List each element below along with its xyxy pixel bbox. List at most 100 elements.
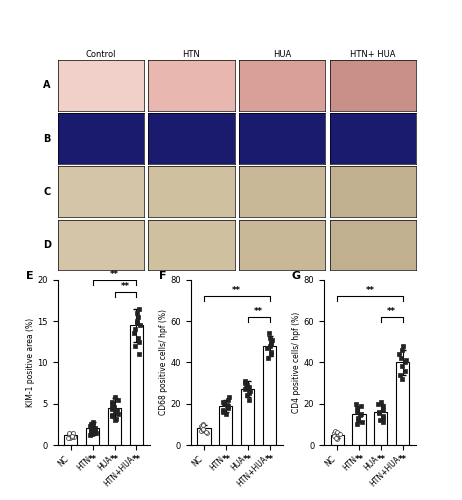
Text: **: ** (377, 455, 385, 464)
Point (333, 430, 340, 438)
Point (268, 336, 276, 344)
Point (198, 426, 205, 434)
Point (225, 394, 233, 402)
Point (111, 416, 119, 424)
Point (109, 402, 117, 409)
Point (357, 410, 365, 418)
Point (334, 430, 342, 438)
Point (136, 321, 143, 329)
Point (91, 426, 98, 434)
Point (88, 430, 95, 438)
Point (267, 340, 275, 348)
Point (199, 422, 207, 430)
Point (87, 424, 95, 432)
Point (108, 404, 115, 412)
Point (133, 309, 140, 317)
Point (241, 379, 249, 387)
Point (265, 354, 272, 362)
Point (69, 432, 76, 440)
Text: **: ** (221, 455, 231, 464)
Y-axis label: KIM-1 positive area (%): KIM-1 positive area (%) (26, 318, 35, 407)
Point (86, 431, 93, 439)
Text: E: E (25, 272, 33, 281)
Bar (263, 346, 276, 445)
Point (399, 342, 407, 350)
Point (108, 398, 116, 406)
Point (70, 432, 78, 440)
Text: **: ** (254, 307, 263, 316)
Point (222, 410, 230, 418)
Text: **: ** (88, 455, 97, 464)
Text: **: ** (365, 286, 374, 296)
Point (134, 334, 141, 342)
Y-axis label: CD68 positive cells/ hpf (%): CD68 positive cells/ hpf (%) (159, 310, 168, 416)
Text: G: G (292, 272, 301, 281)
Text: **: ** (265, 455, 274, 464)
Y-axis label: A: A (43, 80, 50, 90)
Title: HTN+ HUA: HTN+ HUA (350, 50, 395, 59)
Point (380, 406, 387, 414)
Point (219, 408, 226, 416)
Point (135, 338, 143, 345)
Point (70, 428, 77, 436)
Point (357, 402, 365, 409)
Point (111, 393, 118, 401)
Point (88, 424, 95, 432)
Point (112, 408, 119, 416)
Text: **: ** (110, 270, 119, 279)
Point (243, 381, 250, 389)
Point (375, 408, 383, 416)
Point (110, 403, 118, 411)
Point (353, 404, 361, 412)
Point (65, 430, 73, 438)
Title: HUA: HUA (273, 50, 291, 59)
Point (224, 404, 231, 412)
Point (65, 430, 73, 438)
Point (202, 428, 210, 436)
Text: **: ** (243, 455, 252, 464)
Text: **: ** (232, 286, 241, 296)
Bar (241, 389, 254, 445)
Point (334, 428, 341, 436)
Point (334, 435, 341, 443)
Point (87, 426, 94, 434)
Point (68, 432, 76, 440)
Y-axis label: B: B (43, 134, 50, 143)
Point (243, 384, 250, 392)
Point (377, 398, 385, 406)
Point (267, 350, 275, 358)
Point (220, 406, 227, 414)
Text: **: ** (354, 455, 364, 464)
Y-axis label: CD4 positive cells/ hpf (%): CD4 positive cells/ hpf (%) (292, 312, 301, 413)
Point (109, 404, 116, 412)
Point (87, 423, 94, 431)
Y-axis label: C: C (43, 187, 50, 197)
Text: F: F (159, 272, 166, 281)
Point (397, 354, 405, 362)
Point (246, 390, 253, 398)
Point (243, 392, 250, 400)
Point (220, 400, 228, 407)
Point (224, 400, 231, 408)
Text: **: ** (398, 455, 407, 464)
Point (401, 366, 408, 374)
Point (402, 356, 409, 364)
Point (380, 402, 387, 409)
Point (355, 416, 362, 424)
Point (108, 400, 116, 407)
Text: **: ** (387, 307, 396, 316)
Bar (64, 435, 78, 445)
Text: **: ** (110, 455, 119, 464)
Y-axis label: D: D (43, 240, 51, 250)
Point (336, 430, 343, 438)
Point (131, 342, 139, 350)
Point (67, 434, 74, 442)
Point (87, 422, 94, 430)
Point (199, 424, 206, 432)
Point (245, 396, 253, 404)
Point (219, 398, 227, 406)
Point (396, 371, 404, 379)
Point (353, 408, 360, 416)
Point (375, 400, 382, 407)
Point (353, 400, 360, 407)
